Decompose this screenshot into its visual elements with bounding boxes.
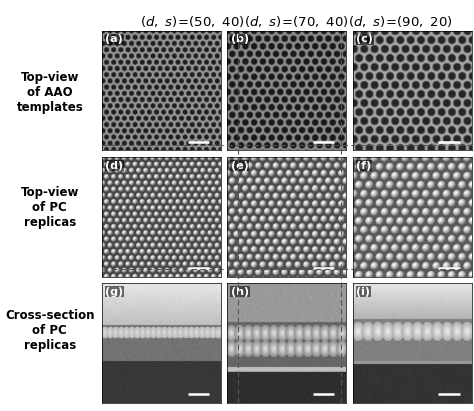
Text: Top-view
of AAO
templates: Top-view of AAO templates (17, 71, 83, 114)
Text: (g): (g) (106, 287, 124, 297)
Text: (c): (c) (356, 35, 373, 44)
Text: (b): (b) (231, 35, 249, 44)
Text: (i): (i) (356, 287, 370, 297)
Text: $(\mathit{d},\ \mathit{s})\!=\!(70,\ 40)$: $(\mathit{d},\ \mathit{s})\!=\!(70,\ 40)… (244, 14, 348, 29)
Text: (f): (f) (356, 161, 372, 171)
Text: (e): (e) (231, 161, 249, 171)
Text: $(\mathit{d},\ \mathit{s})\!=\!(50,\ 40)$: $(\mathit{d},\ \mathit{s})\!=\!(50,\ 40)… (140, 14, 244, 29)
Text: (h): (h) (231, 287, 249, 297)
Text: (a): (a) (106, 35, 123, 44)
Text: Top-view
of PC
replicas: Top-view of PC replicas (20, 186, 79, 229)
Text: $(\mathit{d},\ \mathit{s})\!=\!(90,\ 20)$: $(\mathit{d},\ \mathit{s})\!=\!(90,\ 20)… (348, 14, 453, 29)
Text: Cross-section
of PC
replicas: Cross-section of PC replicas (5, 309, 94, 352)
Text: (d): (d) (106, 161, 124, 171)
